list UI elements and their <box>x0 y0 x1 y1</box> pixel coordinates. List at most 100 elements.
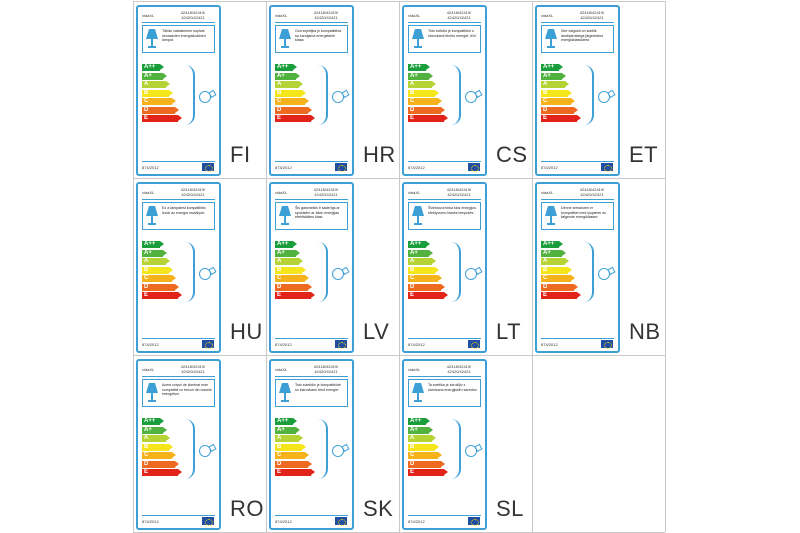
regulation-number: 874/2012 <box>408 165 425 170</box>
energy-class-bar: E <box>541 115 581 122</box>
energy-label-cell: vidaXL 42418/42419/ 42420/42421 Ez a lám… <box>134 179 267 356</box>
lamp-icon <box>145 29 159 49</box>
bulb-icon <box>329 88 347 106</box>
energy-class-bar: A+ <box>142 426 167 434</box>
energy-class-bar: E <box>142 469 182 476</box>
brace-icon <box>451 419 461 479</box>
energy-class-bar: A+ <box>275 72 300 80</box>
energy-label-cell: vidaXL 42418/42419/ 42420/42421 See valg… <box>533 2 666 179</box>
divider <box>275 199 348 200</box>
energy-class-bar: A <box>142 435 170 442</box>
language-code: HU <box>230 319 263 344</box>
energy-class-bar: A <box>142 81 170 88</box>
energy-class-bar: A+ <box>142 249 167 257</box>
language-code: HR <box>363 142 396 167</box>
eu-flag-icon <box>601 340 613 349</box>
energy-class-bar: B <box>541 266 572 274</box>
compatibility-text: Toto svítidlo je kompatibilní s žárovkam… <box>428 29 477 38</box>
model-numbers: 42418/42419/ 42420/42421 <box>313 364 339 374</box>
energy-class-bar: D <box>541 106 578 114</box>
eu-flag-icon <box>335 163 347 172</box>
grid-divider <box>665 1 666 532</box>
energy-class-bar: B <box>142 89 173 97</box>
model-numbers: 42418/42419/ 42420/42421 <box>446 10 472 20</box>
compatibility-box: See valgusti on sobilik lambipirnidega j… <box>541 25 614 53</box>
compatibility-box: Toto svietidlo je kompatibilné so žiarov… <box>275 379 348 407</box>
divider <box>275 515 348 516</box>
energy-class-bar: A+ <box>408 72 433 80</box>
energy-class-bar: A++ <box>541 241 563 248</box>
bulb-icon <box>462 442 480 460</box>
energy-label-cell: vidaXL 42418/42419/ 42420/42421 Šis gais… <box>267 179 400 356</box>
brace-icon <box>451 242 461 302</box>
grid-divider <box>399 1 400 532</box>
energy-label-card: vidaXL 42418/42419/ 42420/42421 Šviestuv… <box>402 182 487 353</box>
energy-label-card: vidaXL 42418/42419/ 42420/42421 Ova svje… <box>269 5 354 176</box>
energy-class-bar: B <box>142 266 173 274</box>
energy-class-bar: A <box>142 258 170 265</box>
divider <box>408 199 481 200</box>
model-numbers: 42418/42419/ 42420/42421 <box>446 364 472 374</box>
energy-class-bar: A <box>275 258 303 265</box>
language-code: LT <box>496 319 522 344</box>
energy-label-card: vidaXL 42418/42419/ 42420/42421 Šis gais… <box>269 182 354 353</box>
energy-class-bar: C <box>142 452 176 459</box>
bulb-icon <box>595 265 613 283</box>
divider <box>275 338 348 339</box>
compatibility-text: Šis gaismeklis ir saderīgs ar spuldzēm a… <box>295 206 340 220</box>
energy-scale: A++ A+ A B C D E <box>541 241 581 301</box>
energy-class-bar: A++ <box>541 64 563 71</box>
compatibility-box: Šis gaismeklis ir saderīgs ar spuldzēm a… <box>275 202 348 230</box>
eu-flag-icon <box>202 163 214 172</box>
compatibility-text: Ez a lámpatest kompatibilis izzók az ene… <box>162 206 206 215</box>
energy-class-bar: A++ <box>142 418 164 425</box>
energy-class-bar: A++ <box>408 64 430 71</box>
energy-class-bar: C <box>275 275 309 282</box>
regulation-number: 874/2012 <box>275 519 292 524</box>
regulation-number: 874/2012 <box>142 165 159 170</box>
brace-icon <box>318 242 328 302</box>
energy-label-card: vidaXL 42418/42419/ 42420/42421 Denne ar… <box>535 182 620 353</box>
energy-class-bar: D <box>275 460 312 468</box>
brace-icon <box>584 65 594 125</box>
divider <box>142 161 215 162</box>
language-code: SL <box>496 496 524 521</box>
brand-name: vidaXL <box>275 13 288 18</box>
divider <box>408 376 481 377</box>
eu-flag-icon <box>202 340 214 349</box>
energy-class-bar: B <box>408 266 439 274</box>
energy-class-bar: B <box>408 89 439 97</box>
bulb-icon <box>595 88 613 106</box>
eu-flag-icon <box>202 517 214 526</box>
energy-class-bar: A++ <box>142 64 164 71</box>
grid-divider <box>266 1 267 532</box>
brace-icon <box>318 419 328 479</box>
energy-class-bar: C <box>408 98 442 105</box>
energy-class-bar: C <box>408 275 442 282</box>
bulb-icon <box>462 88 480 106</box>
energy-class-bar: B <box>275 443 306 451</box>
bulb-icon <box>196 265 214 283</box>
divider <box>275 161 348 162</box>
energy-scale: A++ A+ A B C D E <box>275 418 315 478</box>
compatibility-box: Ez a lámpatest kompatibilis izzók az ene… <box>142 202 215 230</box>
energy-scale: A++ A+ A B C D E <box>142 241 182 301</box>
compatibility-box: Tähän valaisimeen sopivat seuraavien ene… <box>142 25 215 53</box>
energy-class-bar: B <box>142 443 173 451</box>
energy-class-bar: A+ <box>142 72 167 80</box>
eu-flag-icon <box>468 340 480 349</box>
divider <box>408 338 481 339</box>
compatibility-box: Šviestuvui tinka šios energijos efektyvu… <box>408 202 481 230</box>
lamp-icon <box>544 29 558 49</box>
divider <box>408 22 481 23</box>
brace-icon <box>318 65 328 125</box>
energy-class-bar: D <box>408 460 445 468</box>
lamp-icon <box>278 206 292 226</box>
energy-class-bar: A <box>541 81 569 88</box>
divider <box>142 376 215 377</box>
energy-scale: A++ A+ A B C D E <box>142 418 182 478</box>
language-code: CS <box>496 142 528 167</box>
model-numbers: 42418/42419/ 42420/42421 <box>446 187 472 197</box>
energy-class-bar: E <box>142 292 182 299</box>
